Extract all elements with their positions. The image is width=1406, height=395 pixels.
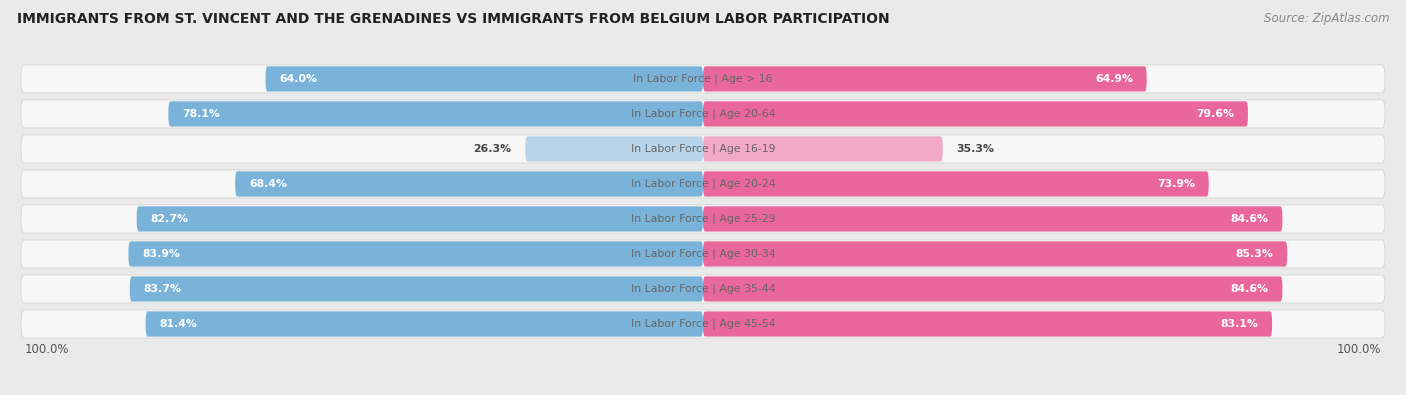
FancyBboxPatch shape (129, 276, 703, 302)
Text: 84.6%: 84.6% (1230, 214, 1268, 224)
Text: 79.6%: 79.6% (1197, 109, 1234, 119)
FancyBboxPatch shape (703, 276, 1282, 302)
FancyBboxPatch shape (703, 136, 943, 162)
Text: In Labor Force | Age 16-19: In Labor Force | Age 16-19 (631, 144, 775, 154)
Text: 73.9%: 73.9% (1157, 179, 1195, 189)
Text: 81.4%: 81.4% (159, 319, 197, 329)
Text: 100.0%: 100.0% (1337, 343, 1382, 356)
FancyBboxPatch shape (21, 100, 1385, 128)
Text: In Labor Force | Age 20-24: In Labor Force | Age 20-24 (631, 179, 775, 189)
Text: 64.9%: 64.9% (1095, 74, 1133, 84)
FancyBboxPatch shape (169, 101, 703, 126)
FancyBboxPatch shape (526, 136, 703, 162)
FancyBboxPatch shape (703, 206, 1282, 231)
FancyBboxPatch shape (21, 170, 1385, 198)
FancyBboxPatch shape (235, 171, 703, 197)
FancyBboxPatch shape (136, 206, 703, 231)
Text: In Labor Force | Age 25-29: In Labor Force | Age 25-29 (631, 214, 775, 224)
Text: 100.0%: 100.0% (24, 343, 69, 356)
FancyBboxPatch shape (21, 240, 1385, 268)
Text: 84.6%: 84.6% (1230, 284, 1268, 294)
FancyBboxPatch shape (21, 275, 1385, 303)
FancyBboxPatch shape (21, 65, 1385, 93)
Legend: Immigrants from St. Vincent and the Grenadines, Immigrants from Belgium: Immigrants from St. Vincent and the Gren… (432, 394, 974, 395)
Text: In Labor Force | Age 35-44: In Labor Force | Age 35-44 (631, 284, 775, 294)
Text: In Labor Force | Age 45-54: In Labor Force | Age 45-54 (631, 319, 775, 329)
FancyBboxPatch shape (266, 66, 703, 92)
Text: 26.3%: 26.3% (474, 144, 512, 154)
Text: 83.9%: 83.9% (142, 249, 180, 259)
Text: 83.7%: 83.7% (143, 284, 181, 294)
FancyBboxPatch shape (21, 135, 1385, 163)
FancyBboxPatch shape (21, 310, 1385, 338)
FancyBboxPatch shape (21, 205, 1385, 233)
FancyBboxPatch shape (703, 101, 1249, 126)
Text: 68.4%: 68.4% (249, 179, 287, 189)
Text: Source: ZipAtlas.com: Source: ZipAtlas.com (1264, 12, 1389, 25)
Text: 35.3%: 35.3% (956, 144, 994, 154)
FancyBboxPatch shape (146, 311, 703, 337)
FancyBboxPatch shape (128, 241, 703, 267)
Text: 64.0%: 64.0% (280, 74, 318, 84)
Text: IMMIGRANTS FROM ST. VINCENT AND THE GRENADINES VS IMMIGRANTS FROM BELGIUM LABOR : IMMIGRANTS FROM ST. VINCENT AND THE GREN… (17, 12, 890, 26)
Text: 83.1%: 83.1% (1220, 319, 1258, 329)
FancyBboxPatch shape (703, 311, 1272, 337)
Text: In Labor Force | Age 20-64: In Labor Force | Age 20-64 (631, 109, 775, 119)
FancyBboxPatch shape (703, 241, 1288, 267)
FancyBboxPatch shape (703, 171, 1209, 197)
Text: 78.1%: 78.1% (183, 109, 219, 119)
Text: In Labor Force | Age > 16: In Labor Force | Age > 16 (633, 73, 773, 84)
Text: 82.7%: 82.7% (150, 214, 188, 224)
Text: 85.3%: 85.3% (1236, 249, 1274, 259)
Text: In Labor Force | Age 30-34: In Labor Force | Age 30-34 (631, 249, 775, 259)
FancyBboxPatch shape (703, 66, 1147, 92)
